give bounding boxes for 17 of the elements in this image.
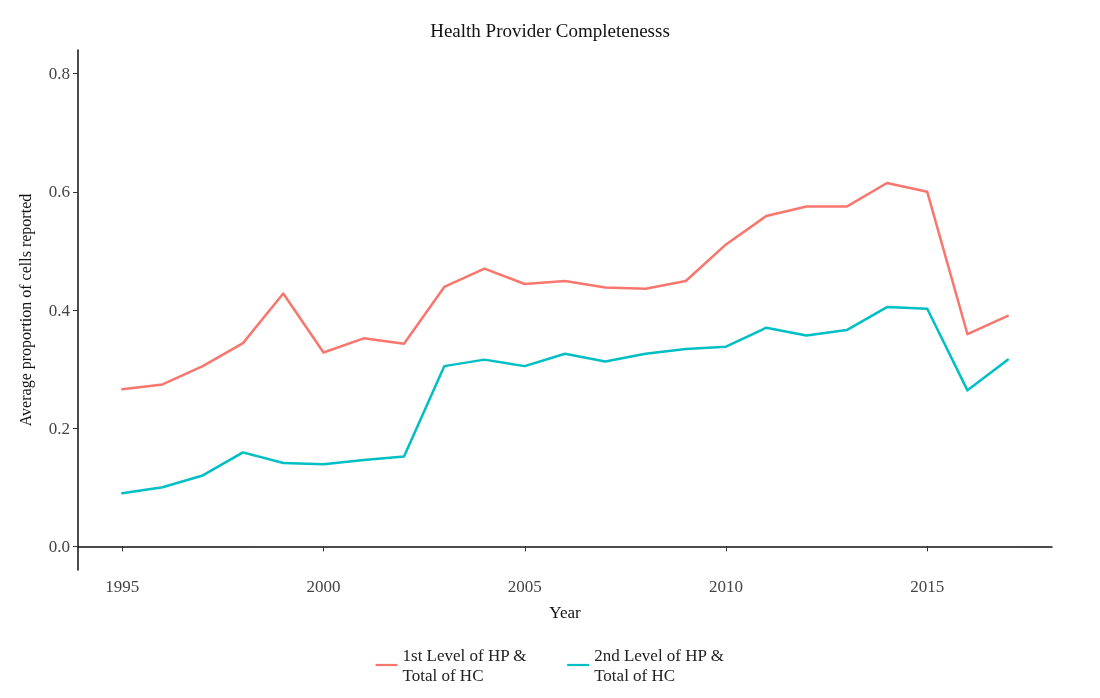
y-tick-label: 0.6 <box>48 182 70 202</box>
y-tick-label: 0.2 <box>48 418 70 438</box>
legend-label: 2nd Level of HP & Total of HC <box>594 645 724 685</box>
line-series <box>121 181 1009 391</box>
x-tick-label: 2010 <box>708 577 743 596</box>
y-tick-label: 0.4 <box>48 300 71 320</box>
x-tick-label: 2005 <box>507 577 542 596</box>
legend-label: 1st Level of HP & Total of HC <box>402 645 527 685</box>
x-tick-label: 1995 <box>105 577 140 596</box>
y-axis-title: Average proportion of cells reported <box>16 193 35 427</box>
y-tick-label: 0.0 <box>48 536 70 556</box>
y-tick-label: 0.8 <box>48 64 70 84</box>
x-tick-label: 2015 <box>910 577 945 596</box>
x-axis-title: Year <box>549 603 581 622</box>
x-tick-label: 2000 <box>306 577 341 596</box>
chart-title: Health Provider Completenesss <box>430 20 670 41</box>
line-series <box>121 305 1009 495</box>
